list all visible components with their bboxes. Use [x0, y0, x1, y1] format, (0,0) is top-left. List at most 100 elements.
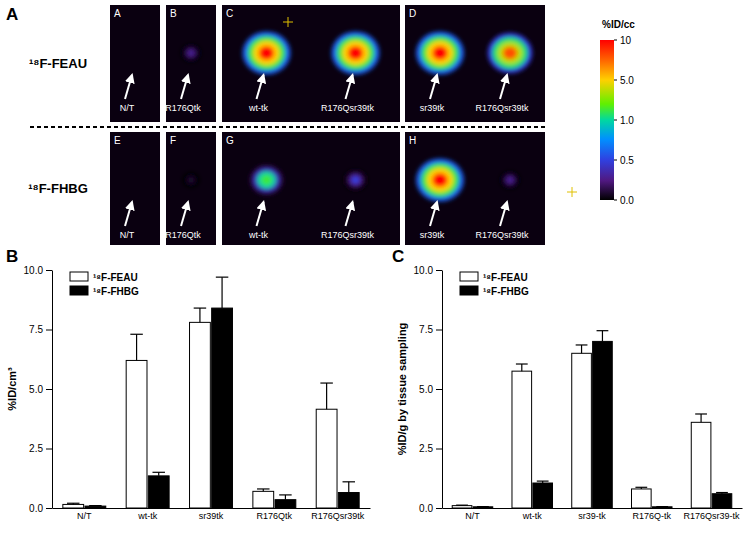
- error-cap: [576, 344, 588, 345]
- tick-label: N/T: [465, 511, 480, 521]
- error-bar: [635, 487, 647, 489]
- error-cap: [257, 488, 269, 489]
- crosshair-line: [572, 187, 573, 197]
- tick-label: 10.0: [414, 265, 434, 276]
- uptake-blob: [182, 172, 200, 188]
- uptake-level: [186, 176, 196, 185]
- arrow: [125, 202, 132, 226]
- uptake-level: [346, 172, 365, 189]
- crosshair: [283, 17, 293, 27]
- colorbar: [600, 40, 614, 200]
- tick-mark: [46, 389, 52, 390]
- uptake-blob: [243, 31, 291, 74]
- bar: [712, 494, 732, 508]
- crosshair: [567, 187, 577, 197]
- uptake-level: [348, 46, 363, 60]
- uptake-blob: [500, 171, 521, 190]
- arrow: [257, 202, 264, 226]
- tick: 10.0: [414, 265, 442, 276]
- tile-letter: H: [409, 135, 416, 146]
- error-bar: [516, 364, 528, 371]
- category-tick: sr39tk: [199, 511, 224, 521]
- panel-label: A: [6, 5, 18, 24]
- colorbar-tick: [614, 80, 617, 81]
- uptake-level: [243, 31, 291, 74]
- arrow: [257, 75, 264, 99]
- legend: ¹⁸F-FEAU¹⁸F-FHBG: [70, 272, 139, 297]
- uptake-level: [259, 46, 274, 60]
- x-axis: N/Twt-tksr39tkR176QtkR176Qsr39tk: [53, 509, 371, 522]
- panel-label: B: [6, 247, 18, 266]
- category-tick: N/T: [77, 511, 92, 521]
- tick-label: 7.5: [419, 324, 433, 335]
- colorbar-tick-label: 1.0: [620, 115, 634, 126]
- plot-area: [452, 331, 732, 508]
- legend-label: ¹⁸F-FEAU: [93, 272, 138, 283]
- colorbar-tick-label: 0.5: [620, 155, 634, 166]
- tick-mark: [46, 508, 52, 509]
- uptake-level: [493, 37, 528, 68]
- uptake-level: [416, 31, 464, 74]
- bar: [512, 371, 532, 508]
- tile-background: [405, 5, 545, 122]
- error-stem: [348, 482, 349, 493]
- legend: ¹⁸F-FEAU¹⁸F-FHBG: [460, 272, 529, 297]
- tile-letter: A: [114, 8, 121, 19]
- tick-mark: [436, 270, 442, 271]
- category-tick: R176Qtk: [257, 511, 293, 521]
- uptake-level: [188, 50, 195, 56]
- x-axis: N/Twt-tksr39-tkR176Q-tkR176Qsr39-tk: [443, 509, 743, 522]
- tick-mark: [436, 508, 442, 509]
- tick: 2.5: [419, 443, 442, 454]
- legend-swatch: [70, 286, 88, 295]
- tick: 7.5: [29, 324, 52, 335]
- tick-label: 2.5: [419, 443, 433, 454]
- uptake-blob: [181, 44, 202, 63]
- error-bar: [216, 277, 228, 308]
- crosshair-line: [288, 17, 289, 27]
- bar: [473, 507, 493, 508]
- tick-mark: [436, 449, 442, 450]
- tick: 2.5: [29, 443, 52, 454]
- tile-background: [405, 132, 545, 245]
- bar: [190, 322, 211, 508]
- uptake-level: [181, 44, 202, 63]
- error-cap: [89, 505, 101, 506]
- uptake-level: [248, 36, 285, 70]
- tick-label: N/T: [77, 511, 92, 521]
- tick: 5.0: [419, 384, 442, 395]
- cell-label: wt-tk: [248, 230, 268, 240]
- colorbar-tick: [614, 200, 617, 201]
- category-tick: R176Q-tk: [633, 511, 672, 521]
- category-tick: N/T: [465, 511, 480, 521]
- tile-background: [110, 5, 160, 122]
- axis-line: [442, 271, 443, 509]
- tile-background: [166, 5, 216, 122]
- pet-tile: AN/T: [110, 5, 160, 122]
- tick-label: 7.5: [29, 324, 43, 335]
- error-bar: [695, 414, 707, 422]
- tick-label: sr39tk: [199, 511, 224, 521]
- error-stem: [326, 383, 327, 409]
- uptake-level: [500, 171, 521, 190]
- uptake-level: [253, 168, 280, 192]
- uptake-blob: [332, 31, 380, 74]
- uptake-blob: [416, 31, 464, 74]
- y-axis-title: %ID/cm³: [6, 367, 18, 411]
- bar: [632, 489, 652, 508]
- error-stem: [199, 308, 200, 322]
- tile-background: [222, 5, 400, 122]
- error-bar: [597, 331, 609, 342]
- error-cap: [456, 505, 468, 506]
- tick: 0.0: [419, 503, 442, 514]
- arrow: [181, 202, 188, 226]
- bar: [126, 360, 147, 508]
- uptake-blob: [344, 169, 368, 191]
- error-stem: [136, 334, 137, 360]
- error-bar: [67, 503, 79, 504]
- error-stem: [581, 345, 582, 353]
- tick-mark: [46, 270, 52, 271]
- error-bar: [656, 506, 668, 507]
- error-bar: [716, 493, 728, 494]
- pet-tile: Cwt-tkR176Qsr39tk: [222, 5, 400, 122]
